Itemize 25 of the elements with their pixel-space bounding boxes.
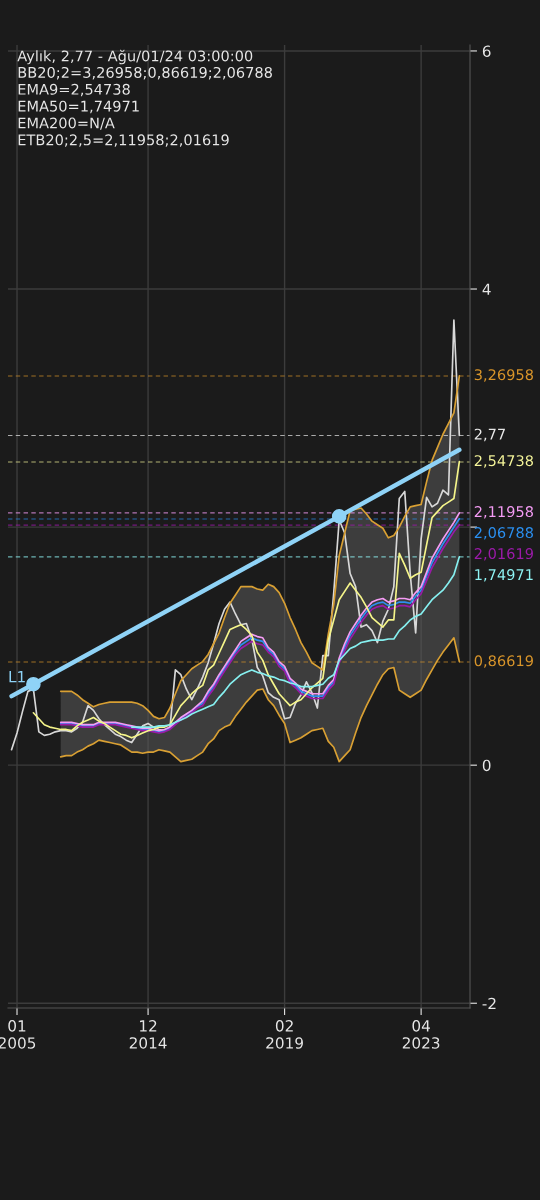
x-tick-label: 04 2023 <box>402 1020 440 1049</box>
annotation: EMA9=2,54738 <box>18 83 130 97</box>
annotation: EMA200=N/A <box>18 117 115 130</box>
line-series <box>32 460 461 739</box>
y-tick-label: 0 <box>482 759 491 772</box>
x-tick-label: 12 2014 <box>129 1020 167 1049</box>
ref-line-label: 3,26958 <box>474 369 533 382</box>
y-tick-label: 4 <box>482 283 491 295</box>
annotation: L1 <box>9 671 25 683</box>
chart-title: Aylık, 2,77 - Ağu/01/24 03:00:00 <box>17 49 253 65</box>
ref-line-label: 2,11958 <box>474 506 533 519</box>
ref-line-label: 1,74971 <box>475 569 533 582</box>
annotation: BB20;2=3,26958;0,86619;2,06788 <box>18 66 272 80</box>
y-tick-label: -2 <box>482 997 496 1010</box>
ref-line-label: 2,06788 <box>474 527 533 540</box>
line-series <box>10 319 461 751</box>
annotation: ETB20;2,5=2,11958;2,01619 <box>18 134 229 147</box>
y-tick-label: 6 <box>482 45 491 57</box>
ref-line-label: 2,54738 <box>474 455 533 468</box>
annotation: EMA50=1,74971 <box>18 100 139 114</box>
ref-line-label: 0,86619 <box>474 655 533 668</box>
line-series <box>9 447 462 699</box>
x-tick-label: 02 2019 <box>266 1020 303 1049</box>
ref-line-label: 2,01619 <box>474 548 533 561</box>
ref-line-label: 2,77 <box>474 428 505 442</box>
